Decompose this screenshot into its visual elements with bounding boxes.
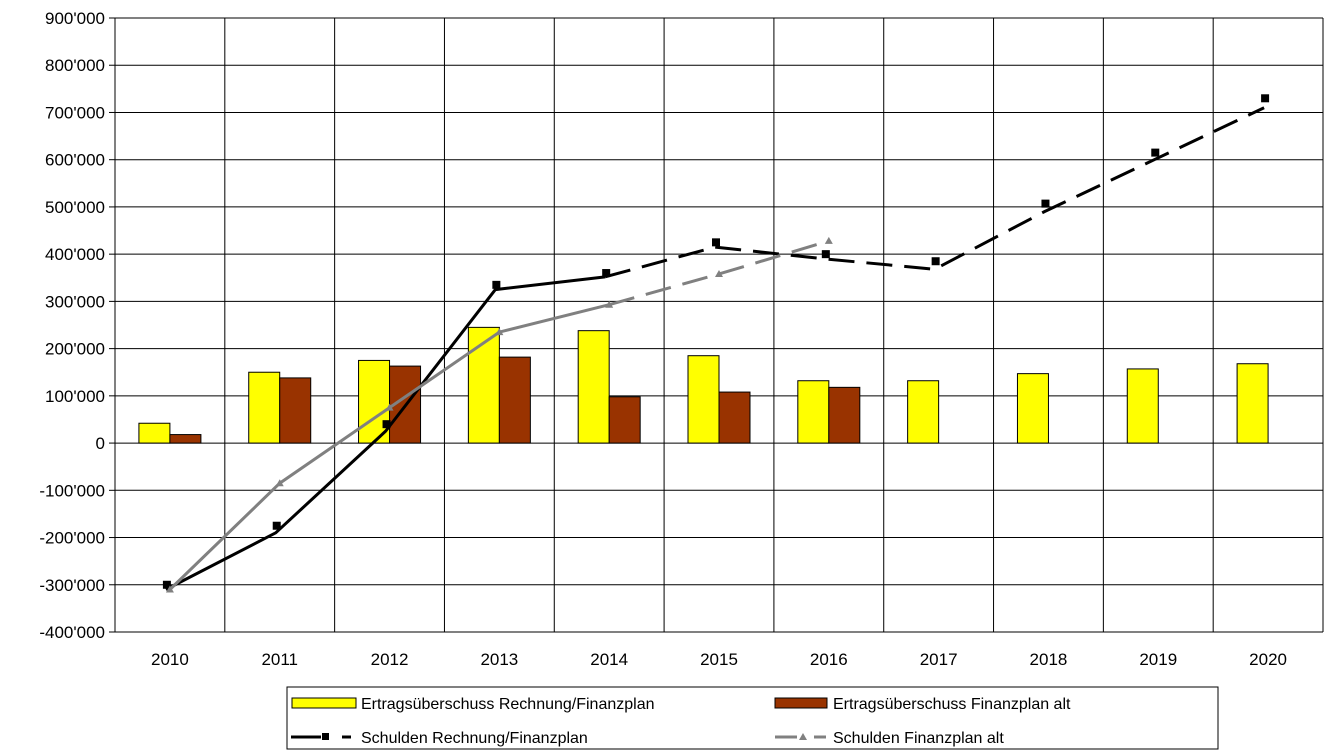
legend-swatch-gray-line <box>775 733 826 740</box>
gridlines <box>115 17 1323 633</box>
legend-box <box>286 686 1219 750</box>
x-tick-label: 2019 <box>1139 650 1177 669</box>
bar-rechnung-2011 <box>248 371 281 444</box>
y-tick-labels: 900'000 800'000 700'000 600'000 500'000 400'0… <box>39 9 105 642</box>
marker-square-2014 <box>602 269 611 278</box>
bar-rechnung-2012 <box>358 359 391 444</box>
marker-triangle-2010 <box>165 585 174 593</box>
marker-square-2016 <box>821 250 830 259</box>
bar-alt-2016 <box>828 386 861 444</box>
x-tick-label: 2012 <box>371 650 409 669</box>
x-tick-label: 2020 <box>1249 650 1287 669</box>
legend: Ertragsüberschuss Rechnung/Finanzplan Er… <box>286 686 1219 750</box>
y-tick-label: 400'000 <box>45 245 105 264</box>
marker-square-2011 <box>272 521 281 530</box>
marker-triangle-2014 <box>605 300 614 308</box>
marker-triangle-2013 <box>495 328 504 336</box>
marker-square-2018 <box>1041 199 1050 208</box>
marker-square-2020 <box>1261 94 1270 103</box>
marker-square-2012 <box>382 420 391 429</box>
marker-square-2017 <box>931 257 940 266</box>
marker-square-2010 <box>162 580 171 589</box>
bar-alt-2010 <box>169 434 202 444</box>
axes <box>109 17 1324 633</box>
marker-square-2015 <box>712 238 720 247</box>
marker-triangle-2016 <box>824 236 833 244</box>
x-tick-labels: 2010 2011 2012 2013 2014 2015 2016 2017 2018 2019… <box>151 650 1287 669</box>
bar-rechnung-2017 <box>907 380 940 444</box>
bar-rechnung-2016 <box>797 380 830 444</box>
x-tick-label: 2015 <box>700 650 738 669</box>
y-tick-label: -300'000 <box>39 576 105 595</box>
y-tick-label: 100'000 <box>45 387 105 406</box>
bar-alt-2014 <box>608 396 641 444</box>
legend-swatch-yellow <box>291 697 357 709</box>
x-tick-label: 2014 <box>590 650 628 669</box>
y-tick-label: 900'000 <box>45 9 105 28</box>
x-tick-label: 2018 <box>1030 650 1068 669</box>
x-tick-label: 2010 <box>151 650 189 669</box>
legend-label-1: Ertragsüberschuss Finanzplan alt <box>833 696 1071 713</box>
line-schulden-alt-solid <box>168 303 610 591</box>
bar-rechnung-2014 <box>577 330 610 444</box>
y-tick-label: 200'000 <box>45 340 105 359</box>
lines <box>162 94 1270 593</box>
legend-label-0: Ertragsüberschuss Rechnung/Finanzplan <box>361 696 655 713</box>
bars <box>138 326 1269 444</box>
marker-triangle-2015 <box>715 269 723 277</box>
marker-square-2019 <box>1151 148 1160 157</box>
y-tick-label: 500'000 <box>45 198 105 217</box>
x-tick-label: 2013 <box>480 650 518 669</box>
bar-rechnung-2018 <box>1016 373 1049 444</box>
marker-triangle-2012 <box>385 403 394 411</box>
y-tick-label: 0 <box>96 434 105 453</box>
line-schulden-rechnung-solid <box>165 275 606 591</box>
bar-alt-2013 <box>498 356 531 444</box>
y-tick-label: 600'000 <box>45 151 105 170</box>
legend-label-2: Schulden Rechnung/Finanzplan <box>361 730 588 747</box>
y-tick-label: -100'000 <box>39 481 105 500</box>
y-tick-label: 300'000 <box>45 292 105 311</box>
y-tick-label: -200'000 <box>39 529 105 548</box>
bar-alt-2011 <box>279 377 312 444</box>
x-tick-label: 2011 <box>261 650 298 669</box>
legend-label-3: Schulden Finanzplan alt <box>833 730 1004 747</box>
legend-swatch-brown <box>774 697 828 709</box>
bar-rechnung-2015 <box>687 355 720 444</box>
bar-rechnung-2013 <box>467 326 500 444</box>
y-tick-label: -400'000 <box>39 623 105 642</box>
y-tick-label: 700'000 <box>45 103 105 122</box>
marker-square-2013 <box>492 280 501 289</box>
line-schulden-rechnung-dashed <box>604 106 1265 279</box>
marker-triangle-2011 <box>275 479 284 487</box>
bar-rechnung-2020 <box>1236 363 1269 444</box>
x-tick-label: 2017 <box>920 650 958 669</box>
bar-alt-2015 <box>718 391 751 444</box>
bar-rechnung-2019 <box>1126 368 1159 444</box>
bar-rechnung-2010 <box>138 422 171 444</box>
y-tick-label: 800'000 <box>45 56 105 75</box>
x-tick-label: 2016 <box>810 650 848 669</box>
legend-swatch-black-line <box>291 733 351 740</box>
